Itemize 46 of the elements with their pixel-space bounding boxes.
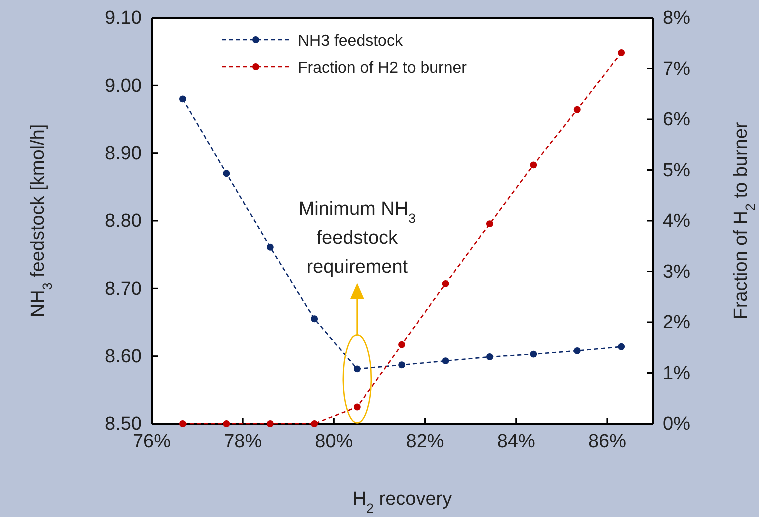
- point: [442, 280, 450, 288]
- x-tick-label: 82%: [406, 431, 444, 452]
- y2-tick-label: 0%: [663, 414, 691, 436]
- y2-tick-label: 4%: [663, 211, 691, 232]
- annotation: Minimum NH$_{3}$ feedstock requirement: [298, 199, 416, 278]
- point: [354, 404, 361, 411]
- legend-label: NH3 feedstock: [298, 33, 404, 50]
- point: [486, 354, 494, 360]
- point: [354, 366, 361, 373]
- point: [618, 50, 626, 56]
- point: [530, 350, 538, 358]
- point: [398, 341, 406, 348]
- point: [618, 343, 626, 350]
- y2-tick-label: 3%: [663, 262, 691, 283]
- legend-label: Fraction of H2 to burner: [298, 60, 468, 77]
- y2-tick-label: 1%: [663, 363, 691, 384]
- point: [266, 420, 274, 428]
- x-tick-label: 80%: [315, 431, 354, 452]
- y2-tick-label: 6%: [663, 110, 691, 131]
- y-tick-label: 8.60: [105, 346, 142, 368]
- point: [223, 420, 230, 428]
- y-tick-label: 8.80: [105, 211, 142, 232]
- y2-tick-label: 7%: [663, 58, 691, 80]
- x-tick-label: 86%: [588, 431, 627, 452]
- point: [486, 220, 494, 228]
- point: [398, 362, 406, 369]
- point: [311, 316, 318, 323]
- point: [574, 106, 581, 114]
- point: [311, 420, 318, 428]
- y2-tick-label: 8%: [663, 8, 691, 30]
- y-tick-label: 8.90: [105, 143, 142, 164]
- point: [179, 420, 186, 428]
- point: [223, 170, 230, 178]
- point: [442, 358, 450, 365]
- x-tick-label: 78%: [224, 431, 262, 452]
- point: [266, 244, 274, 251]
- y-tick-label: 9.00: [105, 76, 142, 97]
- x-axis-title: H$_{2}$ recovery: [352, 489, 453, 516]
- point: [179, 96, 186, 103]
- y2-tick-label: 5%: [663, 160, 691, 182]
- y2-tick-label: 2%: [663, 312, 691, 334]
- y-tick-label: 9.10: [105, 8, 142, 30]
- y-tick-label: 8.70: [105, 278, 142, 300]
- x-tick-label: 84%: [497, 431, 536, 452]
- point: [574, 347, 581, 354]
- point: [530, 162, 538, 169]
